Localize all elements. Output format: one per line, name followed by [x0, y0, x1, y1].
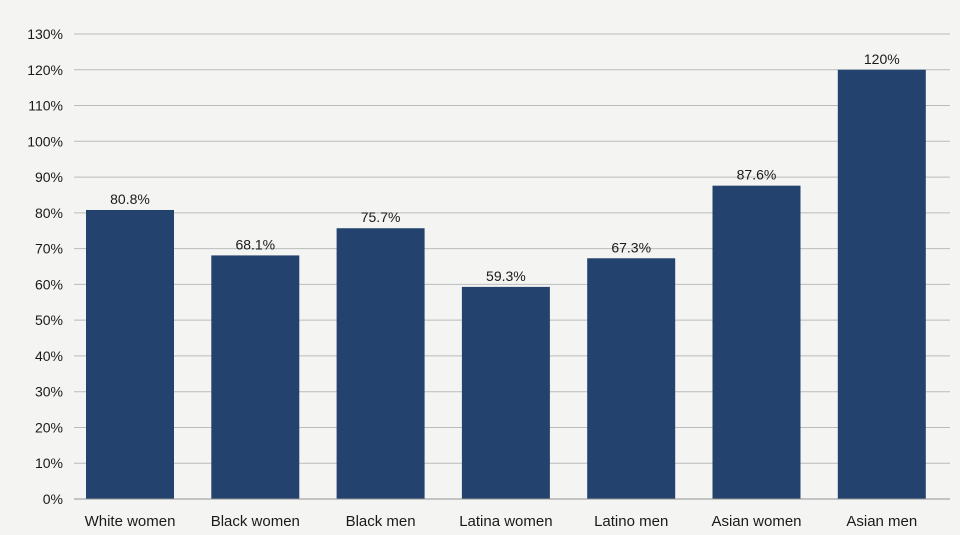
bar-value-label: 75.7% [361, 209, 401, 225]
bar-value-label: 67.3% [611, 239, 651, 255]
y-tick-label: 100% [27, 133, 63, 149]
y-tick-label: 40% [35, 348, 63, 364]
y-tick-label: 30% [35, 384, 63, 400]
bar-value-label: 68.1% [235, 236, 275, 252]
x-category-label: Asian women [711, 513, 801, 530]
x-axis-categories: White women Black women Black men Latina wo… [85, 513, 918, 530]
bar [211, 255, 300, 499]
y-tick-label: 60% [35, 276, 63, 292]
x-category-label: Latina women [459, 513, 552, 530]
y-tick-label: 80% [35, 205, 63, 221]
x-category-label: Asian men [846, 513, 917, 530]
y-tick-label: 10% [35, 455, 63, 471]
y-tick-label: 130% [27, 26, 63, 42]
bar-value-label: 80.8% [110, 191, 150, 207]
bar [86, 209, 174, 499]
y-tick-label: 70% [35, 241, 63, 257]
y-axis-ticks: 0% 10% 20% 30% 40% 50% 60% 70% 80% 90% 100% 110% 120… [27, 26, 63, 507]
bar-value-label: 120% [864, 51, 900, 67]
y-tick-label: 50% [35, 312, 63, 328]
x-category-label: Black women [211, 513, 300, 530]
y-tick-label: 90% [35, 169, 63, 185]
bar [712, 185, 801, 499]
bar [336, 228, 425, 499]
y-tick-label: 110% [28, 98, 63, 114]
bar [461, 286, 550, 499]
bars [86, 69, 926, 500]
data-labels: 80.8% 68.1% 75.7% 59.3% 67.3% 87.6% 120% [110, 51, 900, 284]
x-category-label: Black men [346, 513, 416, 530]
bar [837, 69, 926, 500]
bar [587, 258, 676, 499]
x-category-label: White women [85, 513, 176, 530]
bar-value-label: 59.3% [486, 268, 526, 284]
y-tick-label: 120% [27, 62, 63, 78]
x-category-label: Latino men [594, 513, 668, 530]
y-tick-label: 0% [43, 491, 63, 507]
y-tick-label: 20% [35, 419, 63, 435]
bar-value-label: 87.6% [737, 167, 777, 183]
